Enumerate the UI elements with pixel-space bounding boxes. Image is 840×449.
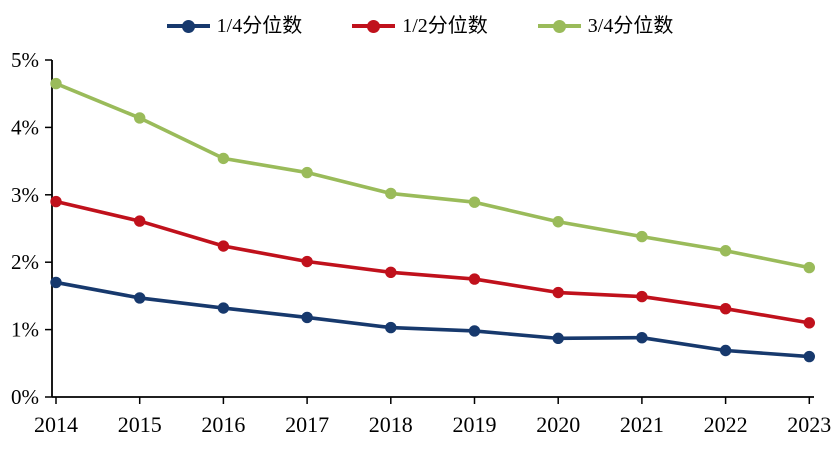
x-tick-label: 2014 xyxy=(34,412,78,437)
legend-marker-icon xyxy=(537,19,581,33)
y-tick-label: 3% xyxy=(11,183,39,207)
x-tick-label: 2021 xyxy=(620,412,664,437)
data-point xyxy=(217,152,230,165)
data-point xyxy=(552,216,564,228)
data-point xyxy=(552,286,564,299)
y-tick-label: 0% xyxy=(11,385,39,409)
data-point xyxy=(468,325,481,337)
data-point xyxy=(301,166,313,179)
data-point xyxy=(50,276,62,289)
data-point xyxy=(134,215,146,227)
x-tick-label: 2020 xyxy=(536,412,580,437)
data-point xyxy=(50,77,62,90)
x-tick-label: 2015 xyxy=(118,412,162,437)
legend-marker-icon xyxy=(352,19,396,33)
x-tick-label: 2019 xyxy=(453,412,497,437)
legend-item-1: 1/2分位数 xyxy=(352,15,488,37)
series-line xyxy=(54,81,812,270)
data-point xyxy=(134,112,146,124)
series-line xyxy=(54,199,812,325)
data-point xyxy=(301,255,313,268)
data-point xyxy=(468,273,481,285)
data-point xyxy=(385,321,397,334)
series-1 xyxy=(50,195,815,329)
legend-label: 1/4分位数 xyxy=(216,15,303,37)
x-tick-label: 2017 xyxy=(285,412,329,437)
legend-item-2: 3/4分位数 xyxy=(537,15,674,37)
data-point xyxy=(636,290,648,303)
x-tick-label: 2022 xyxy=(704,412,748,437)
data-point xyxy=(385,266,397,279)
data-point xyxy=(301,311,313,324)
data-point xyxy=(552,332,564,345)
data-point xyxy=(803,350,815,363)
legend-item-0: 1/4分位数 xyxy=(166,15,303,37)
data-point xyxy=(468,196,481,208)
y-tick-label: 5% xyxy=(11,48,39,72)
data-point xyxy=(385,187,397,200)
x-tick-label: 2018 xyxy=(369,412,413,437)
data-point xyxy=(719,344,732,357)
x-tick-label: 2016 xyxy=(201,412,245,437)
series-2 xyxy=(50,77,815,274)
data-point xyxy=(719,303,732,315)
y-tick-label: 1% xyxy=(11,318,39,342)
legend-label: 3/4分位数 xyxy=(587,15,674,37)
legend-label: 1/2分位数 xyxy=(402,15,488,37)
legend-marker-icon xyxy=(166,19,210,33)
data-point xyxy=(636,230,648,243)
x-tick-label: 2023 xyxy=(787,412,831,437)
y-tick-label: 2% xyxy=(11,250,39,274)
data-point xyxy=(719,245,732,257)
data-point xyxy=(803,261,815,274)
series-line xyxy=(54,280,812,359)
data-point xyxy=(50,195,62,208)
y-tick-label: 4% xyxy=(11,115,39,139)
data-point xyxy=(636,331,648,344)
data-point xyxy=(134,292,146,304)
data-point xyxy=(217,302,230,314)
series-0 xyxy=(50,276,815,363)
data-point xyxy=(217,240,230,252)
legend: 1/4分位数 1/2分位数 3/4分位数 xyxy=(0,15,840,37)
data-point xyxy=(803,317,815,329)
